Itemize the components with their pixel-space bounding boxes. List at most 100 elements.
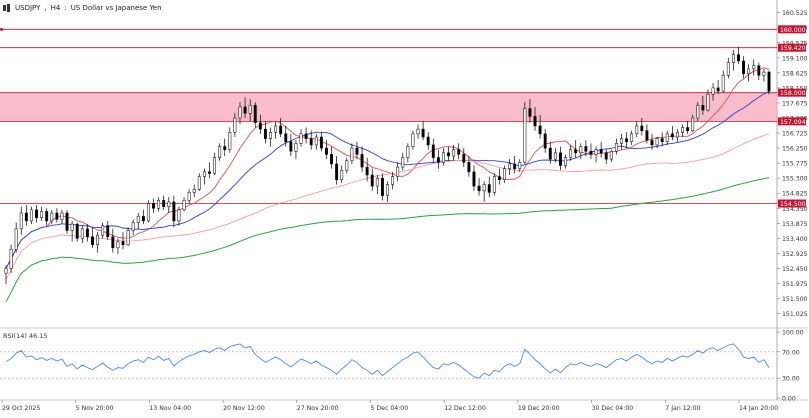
candle-body-23	[121, 241, 125, 245]
price-tick-label-8: 156.725	[782, 131, 808, 138]
price-tick-label-19: 151.500	[782, 296, 808, 303]
candle-body-77	[396, 166, 400, 177]
rsi-tick-label-3: 0.00	[782, 396, 796, 403]
rsi-tick-label-0: 100.00	[782, 330, 804, 337]
candle-body-6	[35, 209, 38, 218]
candle-body-17	[91, 236, 94, 245]
candle-body-24	[126, 230, 130, 245]
candle-body-110	[564, 157, 567, 166]
level-label-box-1	[778, 43, 806, 52]
candle-body-97	[497, 176, 501, 180]
candle-body-143	[731, 54, 735, 63]
candle-body-83	[426, 136, 430, 146]
level-label-box-0	[778, 25, 806, 34]
level-label-4: 154.500	[780, 201, 806, 208]
candle-body-78	[401, 157, 405, 168]
candle-body-9	[50, 212, 54, 222]
candle-body-105	[538, 125, 542, 135]
candle-body-50	[258, 122, 262, 130]
rsi-tick-label-2: 30.00	[782, 376, 800, 383]
candle-body-16	[85, 228, 89, 237]
symbol-name: USDJPY	[15, 4, 41, 12]
candle-body-108	[553, 152, 557, 160]
candle-body-120	[614, 143, 618, 152]
candle-body-95	[487, 184, 491, 193]
candle-body-47	[243, 106, 247, 114]
timeframe-sep: :	[64, 4, 67, 12]
candle-body-101	[518, 162, 522, 169]
time-tick-label-7: 19 Dec 20:00	[518, 405, 560, 412]
candle-body-80	[411, 133, 415, 147]
candle-body-58	[299, 133, 303, 144]
moving-average-0	[5, 67, 770, 269]
candle-body-1	[9, 249, 13, 269]
price-tick-label-16: 152.925	[782, 251, 808, 258]
candle-body-139	[711, 87, 715, 95]
candle-body-90	[462, 154, 466, 163]
candle-body-5	[29, 209, 33, 222]
candle-body-63	[325, 147, 328, 155]
candle-body-10	[55, 212, 59, 220]
candle-body-146	[747, 68, 751, 74]
candle-body-62	[319, 136, 323, 149]
candle-body-40	[208, 171, 211, 174]
candle-body-52	[269, 132, 272, 139]
candle-body-61	[314, 136, 318, 146]
candle-body-70	[360, 154, 364, 168]
candle-body-22	[116, 241, 120, 249]
candle-body-68	[350, 147, 354, 161]
candle-body-102	[523, 108, 527, 163]
time-tick-label-5: 5 Dec 04:00	[371, 405, 409, 412]
price-tick-label-14: 153.875	[782, 221, 808, 228]
candle-body-65	[335, 163, 339, 181]
chart-symbol-icon	[3, 4, 11, 12]
candle-body-55	[284, 133, 288, 142]
candle-body-145	[742, 60, 746, 74]
candle-body-131	[670, 133, 674, 138]
candle-body-59	[304, 133, 308, 139]
candle-body-3	[19, 212, 23, 230]
time-tick-label-6: 12 Dec 12:00	[444, 405, 486, 412]
candle-body-19	[101, 225, 105, 236]
candle-body-94	[482, 184, 486, 192]
candle-body-89	[457, 149, 461, 155]
candle-body-79	[406, 146, 410, 158]
candle-body-100	[513, 163, 517, 169]
candle-body-111	[569, 149, 573, 158]
candle-body-35	[182, 200, 186, 211]
candle-body-122	[625, 138, 629, 142]
candle-body-42	[218, 146, 222, 158]
candle-body-116	[594, 149, 598, 155]
candle-body-86	[442, 152, 445, 163]
candle-body-67	[345, 160, 349, 171]
candle-body-45	[233, 117, 237, 133]
candle-body-18	[96, 234, 100, 245]
candle-body-85	[436, 157, 440, 163]
candle-body-69	[355, 147, 359, 155]
candle-body-82	[421, 128, 425, 138]
price-tick-label-0: 160.525	[782, 10, 808, 17]
time-tick-label-9: 7 Jan 12:00	[665, 405, 700, 412]
candle-body-60	[309, 138, 313, 146]
rsi-tick-label-1: 70.00	[782, 349, 800, 356]
moving-average-2	[5, 133, 770, 280]
candle-body-14	[75, 223, 79, 239]
candle-body-132	[675, 132, 679, 138]
candle-body-150	[767, 71, 771, 92]
price-tick-label-9: 156.250	[782, 146, 808, 153]
candle-body-8	[45, 211, 49, 222]
candle-body-25	[131, 222, 135, 231]
candle-body-103	[528, 108, 532, 117]
candle-body-13	[70, 223, 74, 231]
candle-body-137	[701, 105, 705, 111]
level-marker-left	[0, 27, 3, 31]
rsi-label: RSI(14) 46.15	[3, 332, 48, 340]
level-label-0: 160.000	[780, 27, 806, 34]
candle-body-74	[380, 177, 384, 196]
time-tick-label-10: 14 Jan 20:00	[739, 405, 778, 412]
candle-body-12	[65, 212, 69, 231]
price-tick-label-17: 152.450	[782, 266, 808, 273]
time-tick-label-4: 27 Nov 20:00	[297, 405, 339, 412]
